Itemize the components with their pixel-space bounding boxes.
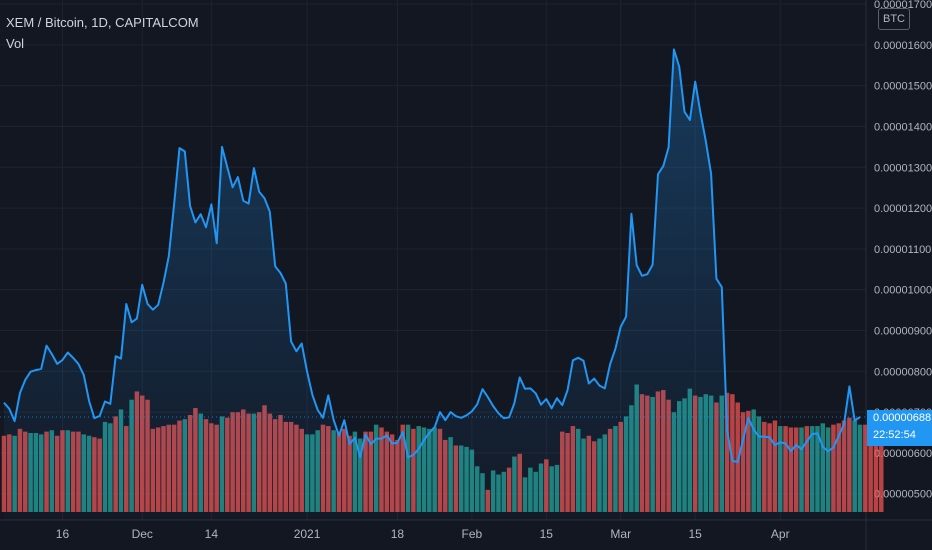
volume-bar	[735, 402, 740, 512]
price-line	[3, 48, 861, 463]
y-axis-tick-label: 0.00000900	[874, 325, 932, 337]
x-axis-tick-label: 2021	[294, 527, 321, 541]
current-price-badge: 0.00000688 22:52:54	[867, 410, 932, 446]
x-axis-tick-label: 16	[56, 527, 70, 541]
x-axis-tick-label: Apr	[771, 527, 790, 541]
y-axis-tick-label: 0.00000500	[874, 489, 932, 501]
currency-unit-button[interactable]: BTC	[878, 8, 910, 30]
y-axis-tick-label: 0.00001000	[874, 285, 932, 297]
y-axis-tick-label: 0.00000600	[874, 448, 932, 460]
volume-bar	[879, 432, 884, 512]
y-axis-tick-label: 0.00001400	[874, 121, 932, 133]
x-axis-tick-label: Mar	[610, 527, 631, 541]
x-axis-tick-label: Feb	[462, 527, 483, 541]
volume-bar	[863, 424, 868, 512]
x-axis-tick-label: 15	[540, 527, 554, 541]
current-price-value: 0.00000688	[873, 412, 932, 424]
y-axis-tick-label: 0.00001600	[874, 40, 932, 52]
chart-title: XEM / Bitcoin, 1D, CAPITALCOM	[6, 15, 199, 30]
volume-label: Vol	[6, 36, 25, 51]
y-axis-tick-label: 0.00001700	[874, 0, 932, 11]
bar-countdown: 22:52:54	[873, 429, 916, 441]
volume-bar	[868, 431, 873, 512]
y-axis-tick-label: 0.00001200	[874, 203, 932, 215]
x-axis-tick-label: 14	[205, 527, 219, 541]
y-axis-tick-label: 0.00001500	[874, 81, 932, 93]
volume-bar	[873, 431, 879, 512]
y-axis-tick-label: 0.00000800	[874, 366, 932, 378]
price-area-fill	[4, 49, 860, 521]
x-axis-tick-label: Dec	[132, 527, 153, 541]
x-axis-tick-label: 18	[391, 527, 405, 541]
x-axis-tick-label: 15	[689, 527, 703, 541]
volume-bar	[730, 394, 735, 512]
y-axis-tick-label: 0.00001100	[874, 244, 931, 256]
y-axis-tick-label: 0.00001300	[874, 162, 932, 174]
